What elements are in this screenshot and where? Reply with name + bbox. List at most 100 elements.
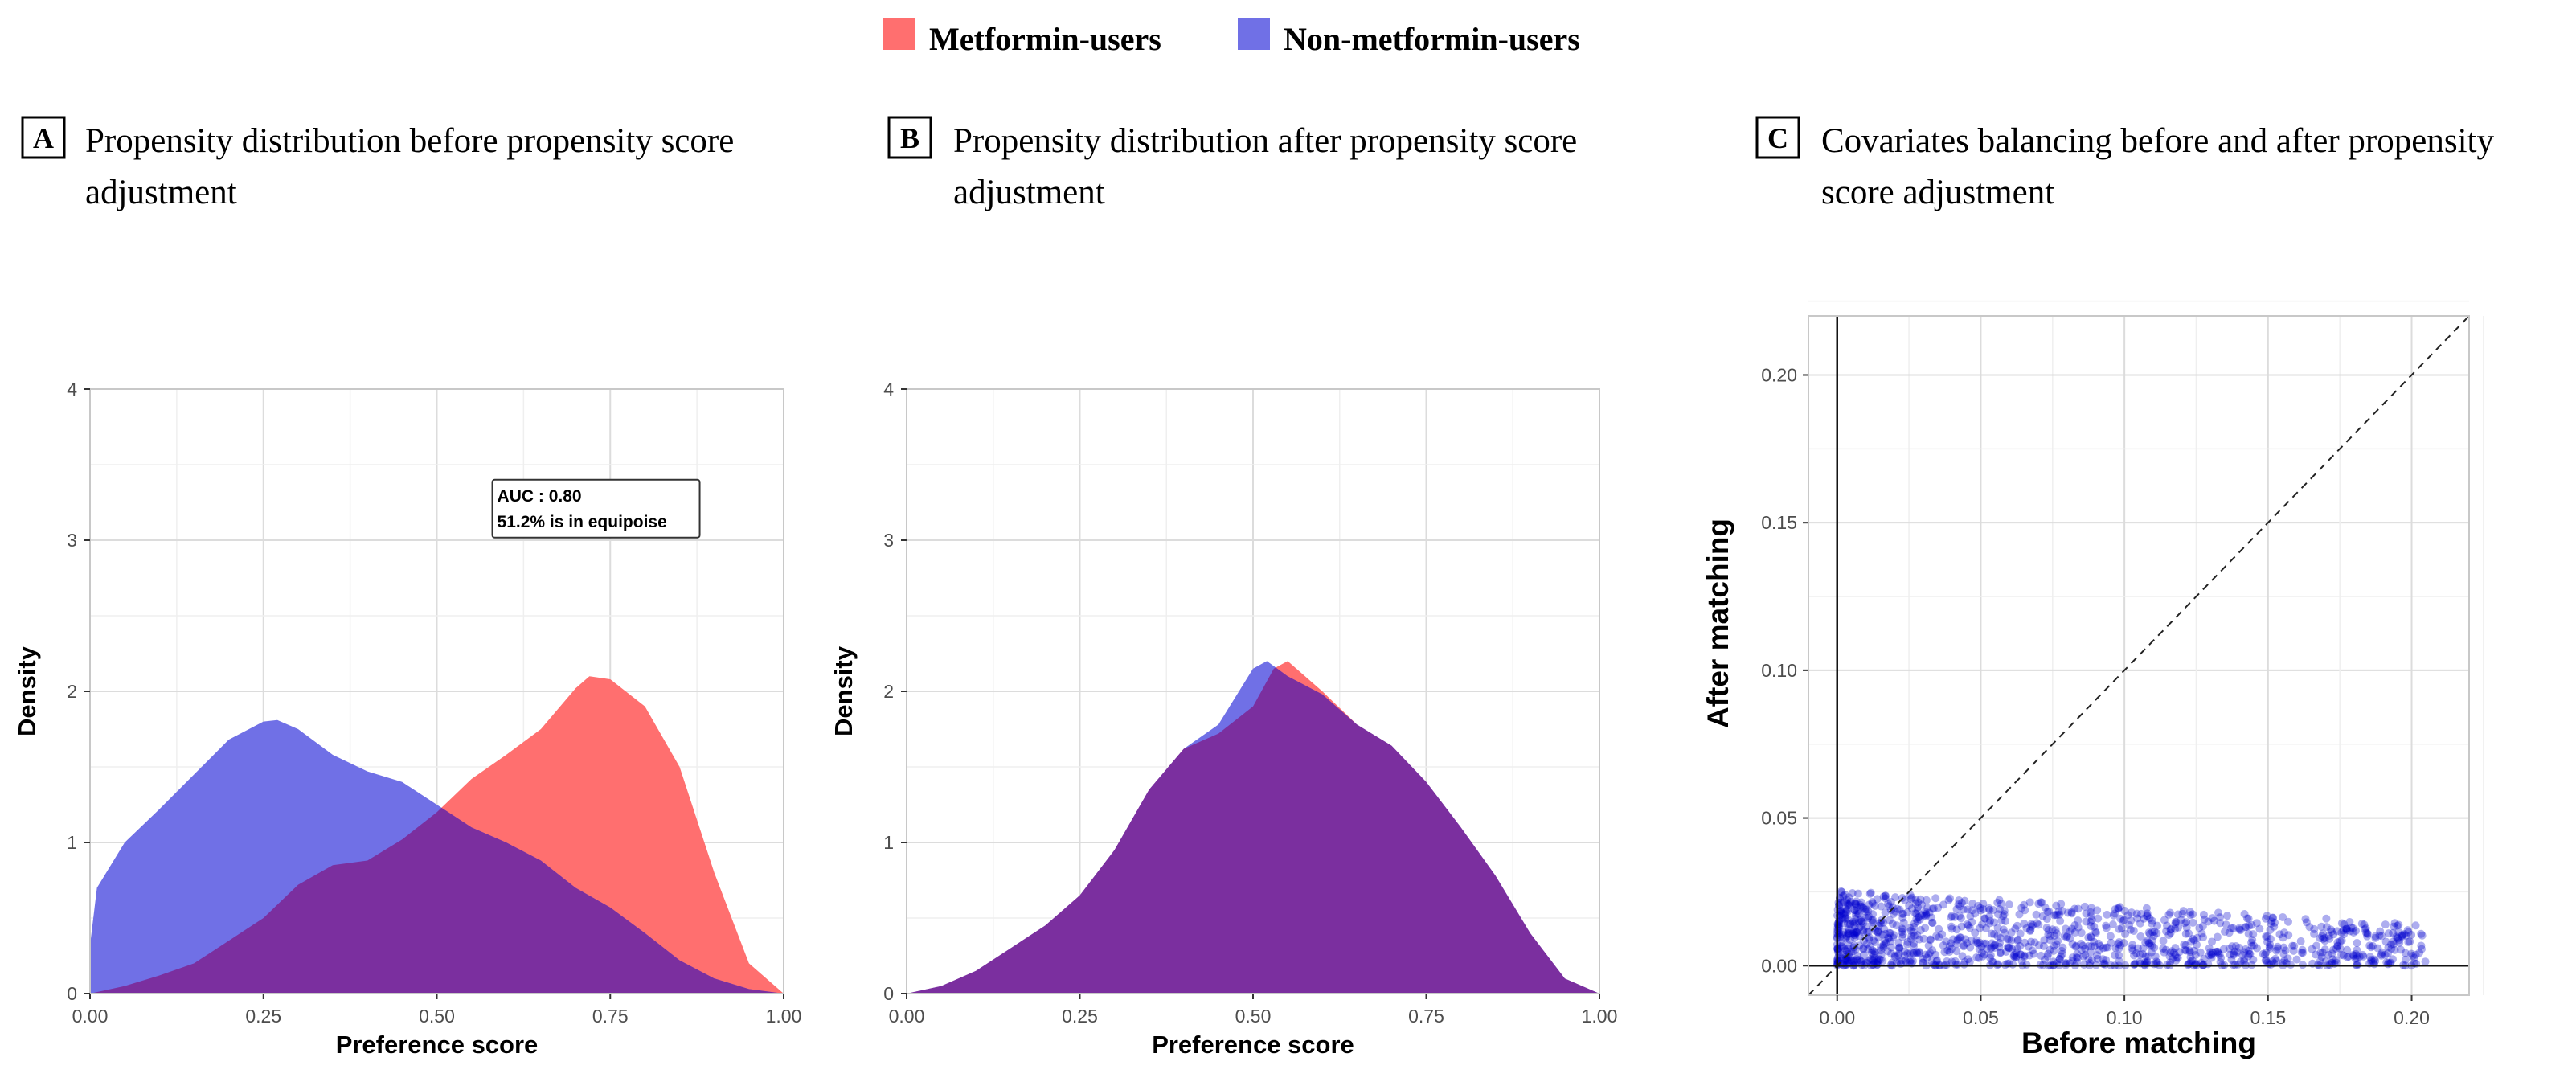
scatter-point bbox=[2247, 938, 2256, 947]
scatter-point bbox=[1971, 909, 1980, 918]
scatter-point bbox=[1894, 943, 1903, 952]
scatter-point bbox=[2066, 934, 2074, 943]
scatter-point bbox=[2189, 910, 2197, 919]
scatter-point bbox=[1952, 905, 1961, 914]
x-tick-label: 0.20 bbox=[2394, 1007, 2430, 1028]
scatter-point bbox=[2226, 950, 2234, 959]
scatter-point bbox=[2377, 948, 2386, 957]
scatter-point bbox=[1844, 928, 1853, 937]
scatter-point bbox=[2325, 934, 2334, 943]
scatter-point bbox=[2261, 956, 2270, 965]
scatter-point bbox=[2027, 920, 2036, 928]
scatter-point bbox=[2153, 921, 2162, 930]
scatter-point bbox=[1845, 927, 1853, 936]
x-axis-title: Preference score bbox=[336, 1031, 539, 1059]
scatter-point bbox=[2367, 957, 2376, 966]
chart-b: 0.00 0.25 0.50 0.75 1.00 0 1 2 3 4 Preference scor… bbox=[829, 379, 1617, 1059]
scatter-point bbox=[1849, 917, 1857, 926]
scatter-point bbox=[2067, 924, 2076, 933]
scatter-point bbox=[2008, 945, 2017, 953]
scatter-point bbox=[1849, 929, 1857, 938]
x-tick-label: 0.50 bbox=[1235, 1006, 1272, 1027]
scatter-point bbox=[2148, 937, 2156, 945]
scatter-point bbox=[2193, 933, 2201, 942]
scatter-point bbox=[2324, 950, 2333, 959]
scatter-point bbox=[2371, 932, 2380, 941]
scatter-point bbox=[1959, 905, 1968, 914]
panel-border bbox=[1808, 315, 2470, 996]
scatter-point bbox=[1918, 900, 1927, 909]
y-tick-label: 0.10 bbox=[1761, 660, 1797, 681]
scatter-point bbox=[2398, 932, 2406, 941]
scatter-point bbox=[1853, 952, 1862, 961]
scatter-point bbox=[2209, 949, 2218, 957]
scatter-point bbox=[2044, 926, 2053, 935]
scatter-point bbox=[1883, 947, 1892, 956]
panel-c-title-line2: score adjustment bbox=[1821, 174, 2054, 211]
scatter-point bbox=[2328, 949, 2336, 958]
scatter-point bbox=[1913, 907, 1922, 916]
scatter-point bbox=[1885, 934, 1894, 943]
scatter-point bbox=[1844, 945, 1853, 953]
scatter-point bbox=[1951, 960, 1960, 969]
scatter-point bbox=[2320, 933, 2329, 942]
scatter-point bbox=[2230, 947, 2239, 956]
x-tick-label: 1.00 bbox=[766, 1006, 802, 1027]
scatter-point bbox=[1907, 932, 1916, 941]
scatter-point bbox=[2279, 943, 2288, 952]
scatter-point bbox=[2349, 924, 2357, 932]
scatter-point bbox=[2087, 948, 2095, 957]
scatter-point bbox=[2148, 919, 2156, 928]
scatter-point bbox=[2007, 936, 2016, 945]
scatter-point bbox=[2337, 950, 2346, 959]
scatter-point bbox=[1980, 914, 1989, 923]
scatter-point bbox=[2196, 948, 2205, 957]
scatter-point bbox=[2021, 906, 2029, 915]
y-tick-label: 0.20 bbox=[1761, 364, 1797, 385]
y-tick-label: 4 bbox=[883, 379, 894, 400]
scatter-point bbox=[2029, 920, 2037, 929]
scatter-point bbox=[2182, 946, 2191, 955]
scatter-point bbox=[1861, 908, 1870, 916]
x-tick-label: 0.05 bbox=[1963, 1007, 1999, 1028]
scatter-point bbox=[2236, 957, 2245, 966]
scatter-point bbox=[2049, 957, 2058, 966]
scatter-point bbox=[1852, 897, 1861, 906]
scatter-point bbox=[2161, 945, 2170, 954]
scatter-point bbox=[2375, 931, 2384, 940]
scatter-point bbox=[2322, 914, 2331, 923]
scatter-point bbox=[1906, 949, 1915, 958]
scatter-point bbox=[2339, 951, 2348, 960]
scatter-point bbox=[1842, 907, 1851, 916]
scatter-point bbox=[2316, 948, 2325, 957]
scatter-point bbox=[2055, 910, 2064, 919]
scatter-point bbox=[1987, 929, 1996, 938]
scatter-point bbox=[1878, 930, 1887, 939]
scatter-point bbox=[2149, 932, 2158, 941]
scatter-point bbox=[2244, 914, 2253, 923]
reference-line bbox=[1808, 315, 2470, 996]
scatter-point bbox=[1906, 926, 1915, 935]
scatter-point bbox=[2381, 920, 2390, 929]
scatter-point bbox=[2390, 945, 2399, 954]
scatter-point bbox=[1913, 931, 1922, 940]
scatter-point bbox=[1935, 932, 1943, 941]
scatter-point bbox=[2174, 923, 2183, 932]
scatter-point bbox=[1985, 905, 1994, 914]
scatter-point bbox=[1905, 901, 1914, 910]
scatter-point bbox=[2326, 925, 2335, 934]
scatter-point bbox=[2333, 938, 2342, 947]
scatter-point bbox=[1840, 919, 1849, 928]
scatter-point bbox=[2011, 924, 2020, 933]
scatter-point bbox=[1888, 958, 1897, 967]
scatter-point bbox=[2166, 908, 2175, 917]
scatter-point bbox=[2407, 949, 2416, 958]
scatter-point bbox=[2336, 937, 2345, 945]
scatter-point bbox=[2404, 937, 2413, 946]
scatter-point bbox=[2222, 920, 2230, 929]
scatter-point bbox=[1922, 896, 1931, 904]
scatter-point bbox=[1846, 898, 1855, 907]
scatter-point bbox=[2055, 954, 2064, 963]
scatter-point bbox=[1837, 887, 1845, 896]
